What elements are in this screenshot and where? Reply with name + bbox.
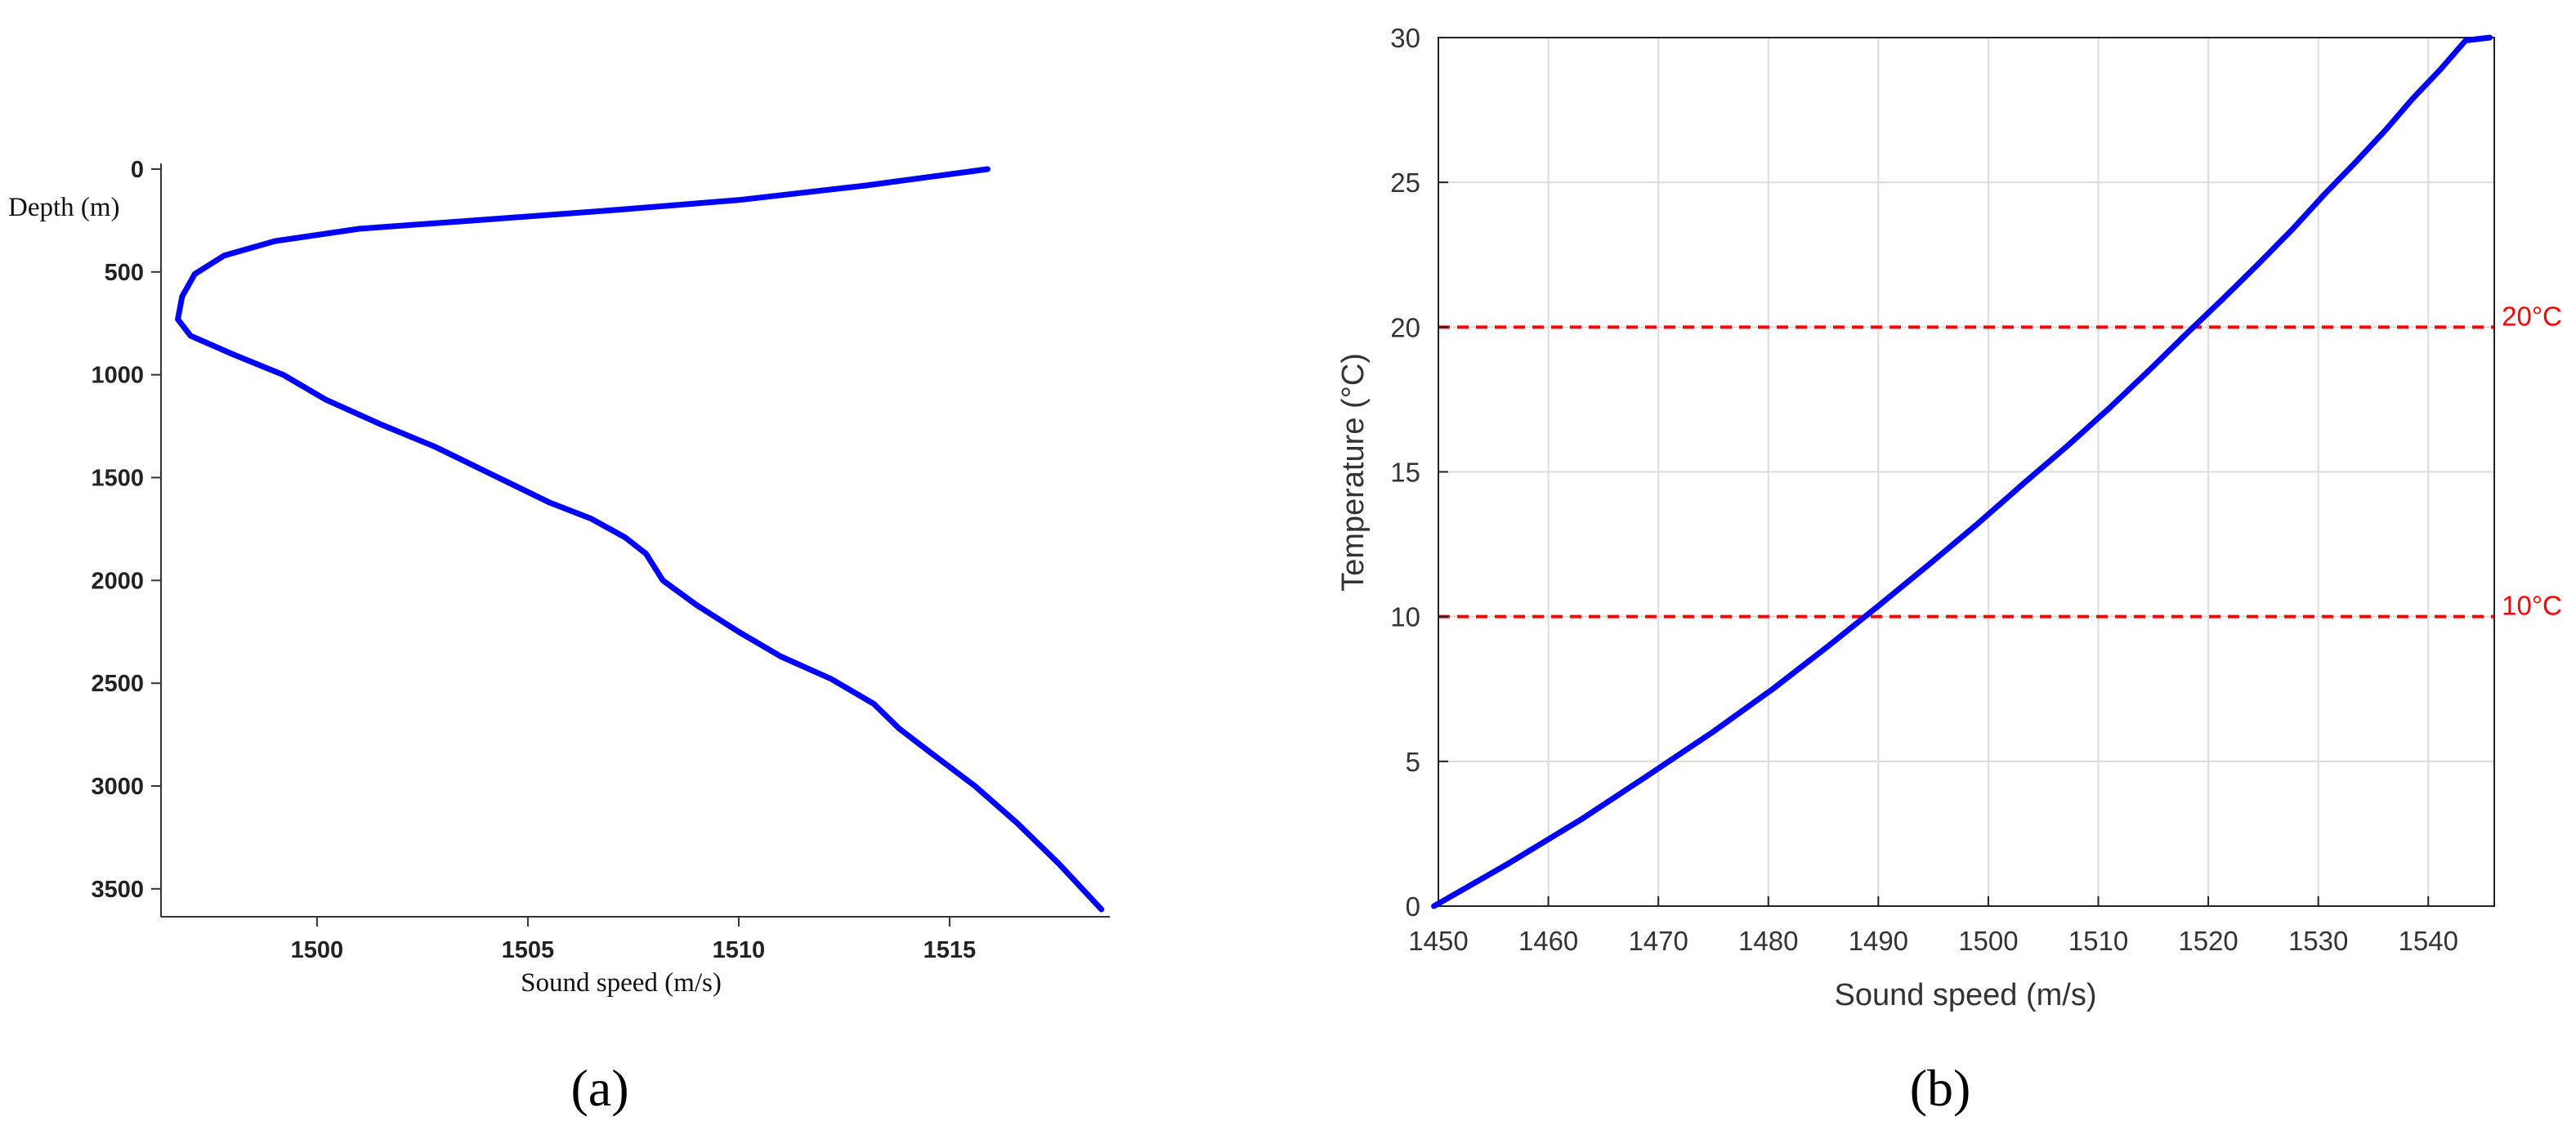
panel-a-y-axis-label: Depth (m) [8, 193, 120, 222]
panel-a-x-tick-label: 1510 [713, 937, 766, 963]
panel-a-label: (a) [570, 1059, 628, 1117]
panel-b-x-tick-label: 1540 [2399, 926, 2458, 956]
panel-b-y-tick-label: 0 [1406, 891, 1420, 922]
panel-b-x-tick-label: 1530 [2288, 926, 2348, 956]
panel-a-y-tick-label: 1500 [91, 466, 144, 492]
panel-a-x-tick-label: 1515 [924, 937, 977, 963]
panel-a-y-tick-label: 1000 [91, 363, 144, 389]
panel-a-y-tick-label: 0 [131, 157, 144, 183]
panel-b-sound-speed-curve [1431, 34, 2493, 909]
panel-a-sound-speed-profile: 0 500 1000 1500 2000 2500 3000 3500 1500 1505 151… [8, 157, 1110, 1117]
panel-b-x-axis-label: Sound speed (m/s) [1834, 978, 2096, 1012]
panel-b-x-tick-label: 1510 [2068, 926, 2128, 956]
panel-b-y-tick-label: 5 [1406, 747, 1420, 777]
panel-b-x-tick-label: 1470 [1628, 926, 1688, 956]
panel-b-x-tick-label: 1500 [1958, 926, 2018, 956]
panel-a-y-tick-label: 3500 [91, 877, 144, 903]
panel-b-x-tick-label: 1490 [1849, 926, 1908, 956]
panel-b-y-tick-label: 30 [1390, 23, 1420, 53]
panel-b-y-tick-label: 10 [1390, 602, 1420, 632]
panel-b-y-tick-label: 25 [1390, 167, 1420, 198]
panel-a-sound-speed-line [175, 166, 1105, 913]
panel-b-x-tick-label: 1520 [2178, 926, 2238, 956]
panel-b-y-tick-label: 20 [1390, 312, 1420, 342]
panel-a-y-tick-label: 500 [105, 260, 144, 286]
panel-a-y-tick-label: 3000 [91, 774, 144, 800]
reference-line-label-20: 20°C [2502, 301, 2562, 331]
panel-b-label: (b) [1910, 1059, 1971, 1117]
panel-a-y-tick-label: 2000 [91, 568, 144, 594]
reference-line-label-10: 10°C [2502, 591, 2562, 621]
panel-b-x-tick-label: 1480 [1738, 926, 1798, 956]
panel-b-y-tick-label: 15 [1390, 458, 1420, 488]
panel-a-y-tick-label: 2500 [91, 671, 144, 697]
panel-a-x-tick-label: 1500 [291, 937, 344, 963]
panel-b-y-axis-label: Temperature (°C) [1336, 353, 1371, 592]
panel-a-x-axis-label: Sound speed (m/s) [521, 968, 722, 998]
panel-b-x-tick-label: 1460 [1518, 926, 1578, 956]
panel-a-x-tick-label: 1505 [502, 937, 555, 963]
panel-b-x-tick-label: 1450 [1408, 926, 1468, 956]
